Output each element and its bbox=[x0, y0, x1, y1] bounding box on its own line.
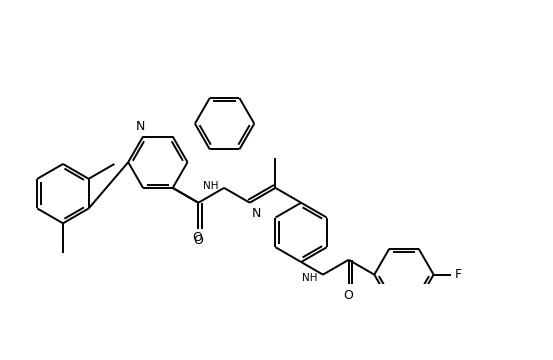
Text: NH: NH bbox=[204, 181, 219, 191]
Text: NH: NH bbox=[302, 273, 317, 283]
Text: O: O bbox=[192, 231, 202, 244]
Text: N: N bbox=[252, 207, 261, 220]
Text: O: O bbox=[344, 289, 353, 302]
Text: N: N bbox=[136, 120, 145, 133]
Text: F: F bbox=[455, 268, 462, 281]
Text: O: O bbox=[194, 234, 204, 247]
